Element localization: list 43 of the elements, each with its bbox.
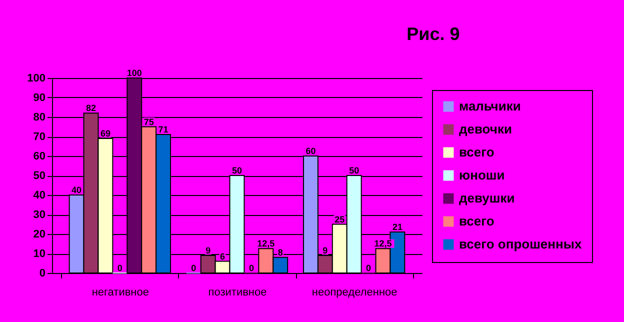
legend-label: мальчики bbox=[459, 98, 521, 114]
data-label: 100 bbox=[126, 68, 142, 78]
data-label: 50 bbox=[232, 166, 242, 176]
data-label: 71 bbox=[158, 124, 168, 135]
legend-label: девушки bbox=[459, 190, 515, 206]
data-label: 9 bbox=[206, 245, 211, 256]
data-label: 0 bbox=[191, 263, 196, 273]
y-tick-label: 50 bbox=[33, 170, 46, 182]
data-label: 12,5 bbox=[374, 238, 392, 249]
data-label: 12,5 bbox=[257, 238, 275, 249]
data-label: 21 bbox=[392, 222, 402, 232]
x-tick-label: негативное bbox=[92, 286, 150, 298]
x-tick-label: позитивное bbox=[208, 286, 267, 298]
x-tick-label: неопределенное bbox=[312, 286, 398, 298]
data-label: 75 bbox=[144, 116, 154, 127]
data-label: 0 bbox=[117, 263, 122, 273]
legend-label: девочки bbox=[459, 122, 512, 136]
data-label: 69 bbox=[100, 128, 110, 138]
y-tick-label: 40 bbox=[33, 190, 46, 202]
data-label: 8 bbox=[278, 247, 283, 258]
data-label: 60 bbox=[306, 146, 316, 156]
y-tick-label: 80 bbox=[33, 112, 46, 124]
y-tick-label: 70 bbox=[33, 131, 46, 143]
y-tick-label: 90 bbox=[33, 92, 46, 104]
data-label: 40 bbox=[72, 185, 82, 195]
data-label: 9 bbox=[322, 245, 328, 256]
y-tick-label: 30 bbox=[33, 209, 46, 221]
data-label: 0 bbox=[248, 263, 254, 273]
legend-label: всего опрошенных bbox=[459, 236, 582, 252]
data-label: 6 bbox=[220, 251, 226, 262]
chart-title: Рис. 9 bbox=[406, 24, 460, 44]
data-label: 82 bbox=[86, 103, 96, 114]
y-tick-label: 20 bbox=[33, 228, 46, 240]
y-tick-label: 100 bbox=[27, 72, 46, 84]
legend-label: юноши bbox=[459, 168, 505, 182]
legend-label: всего bbox=[459, 214, 494, 228]
y-tick-label: 10 bbox=[33, 248, 46, 260]
data-label: 50 bbox=[349, 166, 360, 176]
y-tick-label: 0 bbox=[39, 268, 46, 280]
data-label: 25 bbox=[334, 214, 345, 224]
y-tick-label: 60 bbox=[33, 150, 46, 162]
legend-label: всего bbox=[459, 144, 494, 160]
data-label: 0 bbox=[366, 263, 372, 273]
